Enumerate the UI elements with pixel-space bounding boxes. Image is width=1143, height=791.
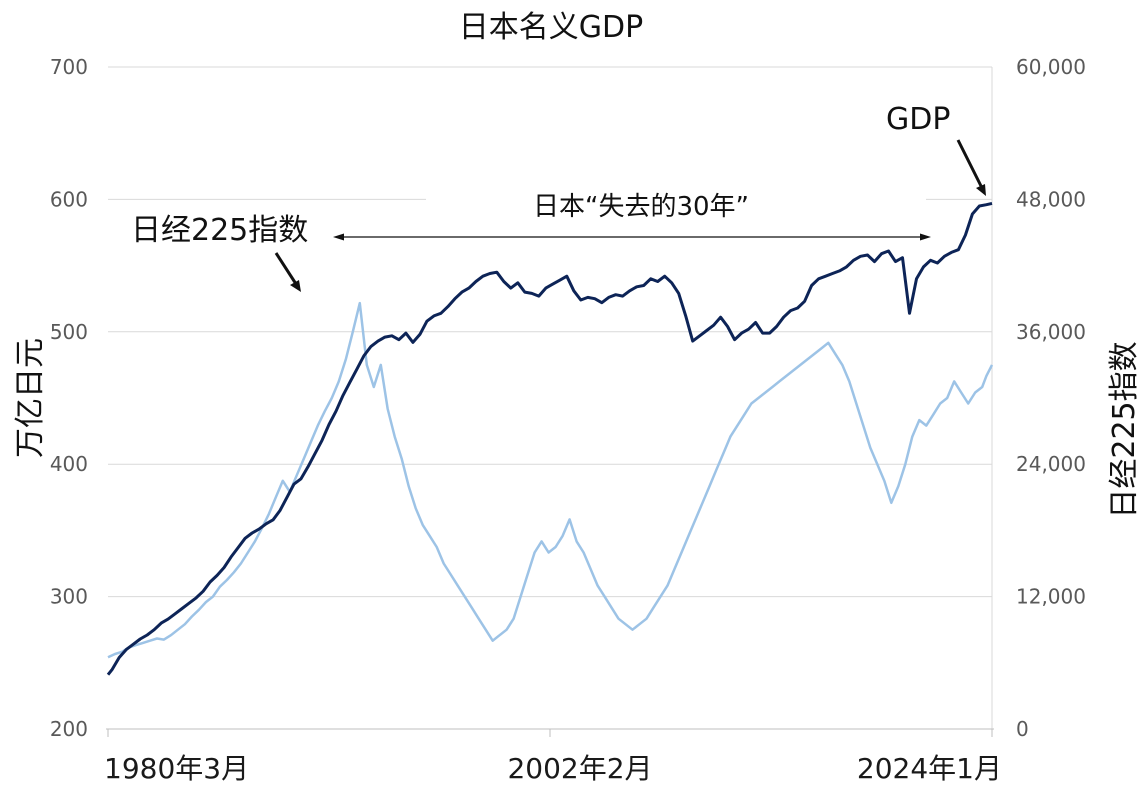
- annotation-nikkei: 日经225指数: [131, 213, 308, 248]
- y-right-tick-label: 24,000: [1016, 452, 1086, 476]
- annotation-backdrop: [426, 188, 926, 220]
- y-left-tick-label: 300: [50, 585, 88, 609]
- y-left-tick-label: 500: [50, 320, 88, 344]
- y-right-tick-label: 36,000: [1016, 320, 1086, 344]
- y-right-tick-label: 48,000: [1016, 187, 1086, 211]
- annotation-lost-decades: 日本“失去的30年”: [533, 192, 749, 222]
- x-tick-label: 2024年1月: [857, 752, 1002, 785]
- x-tick-label: 1980年3月: [104, 752, 249, 785]
- y-left-tick-label: 700: [50, 55, 88, 79]
- series-line-nikkei225: [107, 301, 994, 659]
- annotation-gdp: GDP: [886, 102, 950, 137]
- chart-title: 日本名义GDP: [459, 10, 643, 45]
- x-axis: 1980年3月 2002年2月 2024年1月: [104, 728, 1002, 785]
- y-right-tick-label: 60,000: [1016, 55, 1086, 79]
- y-right-tick-label: 12,000: [1016, 585, 1086, 609]
- y-right-tick-label: 0: [1016, 717, 1029, 741]
- x-tick-label: 2002年2月: [507, 752, 652, 785]
- series-line-gdp: [106, 201, 993, 676]
- right-axis-ticks: 0 12,000 24,000 36,000 48,000 60,000: [1016, 55, 1086, 741]
- left-axis-title: 万亿日元: [13, 338, 48, 458]
- y-left-tick-label: 400: [50, 452, 88, 476]
- y-left-tick-label: 600: [50, 187, 88, 211]
- arrow-to-nikkei-peak: [274, 252, 301, 292]
- y-left-tick-label: 200: [50, 717, 88, 741]
- right-axis-title: 日经225指数: [1107, 341, 1142, 518]
- double-arrow-lost-decades: [333, 233, 931, 241]
- gridlines: [108, 66, 993, 729]
- left-axis-ticks: 200 300 400 500 600 700: [50, 55, 88, 741]
- arrow-to-gdp-end: [956, 139, 986, 196]
